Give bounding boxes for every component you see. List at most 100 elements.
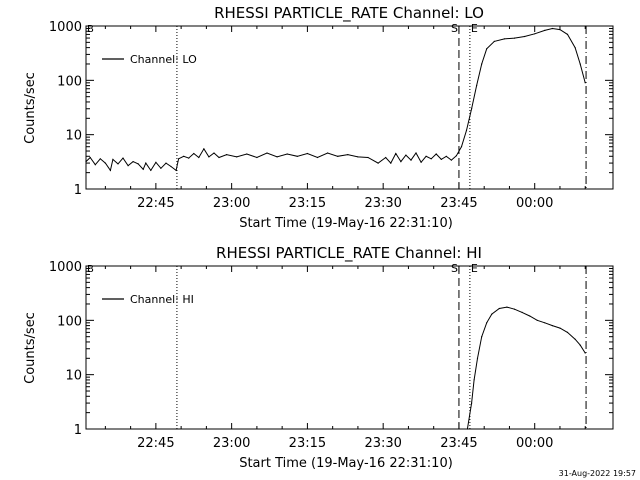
series-line	[85, 27, 586, 172]
data-point	[132, 161, 134, 163]
data-point	[551, 27, 554, 30]
data-point	[493, 40, 495, 43]
data-point	[347, 154, 349, 156]
data-point	[400, 161, 402, 163]
x-tick-label: 22:45	[137, 196, 174, 211]
marker-flag-label: B	[87, 24, 94, 35]
data-point	[142, 168, 144, 170]
data-point	[445, 155, 447, 157]
data-point	[137, 163, 139, 165]
data-point	[122, 157, 124, 159]
data-point	[218, 156, 220, 159]
data-point	[367, 156, 369, 159]
data-point	[544, 29, 546, 31]
y-tick-label: 10	[65, 129, 82, 144]
data-point	[286, 153, 288, 155]
data-point	[316, 156, 319, 159]
data-point	[357, 156, 359, 158]
time-marker-label: E	[471, 262, 478, 275]
data-point	[584, 352, 586, 354]
data-point	[377, 162, 379, 164]
data-point	[170, 165, 172, 168]
data-point	[150, 169, 152, 171]
data-point	[481, 63, 483, 65]
data-point	[420, 161, 422, 163]
x-axis-label: Start Time (19-May-16 22:31:10)	[239, 456, 453, 471]
data-point	[529, 315, 531, 317]
data-point	[188, 157, 190, 159]
x-tick-label: 23:15	[289, 436, 326, 451]
x-tick-label: 23:00	[213, 196, 250, 211]
y-axis-label: Counts/sec	[23, 72, 38, 144]
data-point	[506, 306, 508, 308]
data-point	[566, 33, 569, 36]
data-point	[574, 47, 576, 49]
data-point	[473, 379, 475, 381]
data-point	[466, 428, 468, 430]
footer-timestamp: 31-Aug-2022 19:57	[559, 469, 636, 478]
data-point	[198, 156, 200, 159]
data-point	[104, 162, 106, 164]
data-point	[165, 162, 167, 164]
data-point	[405, 154, 407, 156]
data-point	[435, 153, 437, 155]
data-point	[486, 322, 488, 324]
data-point	[460, 146, 463, 148]
data-point	[246, 153, 248, 155]
data-point	[276, 156, 278, 158]
data-point	[203, 148, 205, 150]
y-tick-label: 100	[57, 314, 82, 329]
data-point	[127, 165, 129, 167]
y-tick-label: 1	[74, 423, 82, 438]
data-point	[521, 311, 523, 313]
data-point	[337, 155, 339, 157]
x-tick-label: 23:00	[213, 436, 250, 451]
data-point	[491, 313, 493, 315]
data-point	[256, 156, 258, 159]
data-point	[503, 38, 505, 40]
legend-label: Channel: LO	[130, 53, 197, 66]
time-marker-label: S	[451, 22, 458, 35]
data-point	[584, 82, 586, 84]
plot-frame	[85, 265, 614, 430]
data-point	[395, 152, 397, 155]
y-tick-label: 1	[74, 183, 82, 198]
data-point	[544, 322, 546, 324]
series-line	[466, 306, 586, 430]
data-point	[226, 154, 228, 156]
time-marker-label: S	[451, 262, 458, 275]
x-tick-label: 23:45	[440, 196, 477, 211]
data-point	[410, 159, 412, 161]
data-point	[513, 37, 516, 39]
data-point	[385, 156, 387, 159]
x-tick-label: 22:45	[137, 436, 174, 451]
x-tick-label: 23:30	[364, 436, 401, 451]
data-point	[94, 164, 96, 166]
lo-channel-plot: RHESSI PARTICLE_RATE Channel: LO Start T…	[23, 4, 614, 231]
data-point	[117, 163, 119, 165]
data-point	[579, 344, 581, 346]
data-point	[559, 29, 561, 31]
data-point	[559, 327, 561, 329]
x-tick-label: 00:00	[516, 436, 553, 451]
x-tick-label: 23:30	[364, 196, 401, 211]
data-point	[430, 158, 432, 160]
x-tick-label: 23:15	[289, 196, 326, 211]
y-tick-label: 1000	[49, 260, 82, 275]
data-point	[471, 108, 473, 110]
data-point	[476, 85, 478, 87]
data-point	[415, 152, 417, 154]
data-point	[213, 152, 215, 154]
data-point	[160, 167, 162, 169]
data-point	[208, 156, 210, 158]
x-tick-label: 00:00	[516, 196, 553, 211]
legend-label: Channel: HI	[130, 293, 194, 306]
time-marker-label: E	[471, 22, 478, 35]
data-point	[236, 156, 238, 158]
data-point	[513, 308, 516, 310]
data-point	[109, 169, 111, 171]
data-point	[566, 331, 569, 333]
data-point	[534, 33, 536, 35]
x-tick-label: 23:45	[440, 436, 477, 451]
